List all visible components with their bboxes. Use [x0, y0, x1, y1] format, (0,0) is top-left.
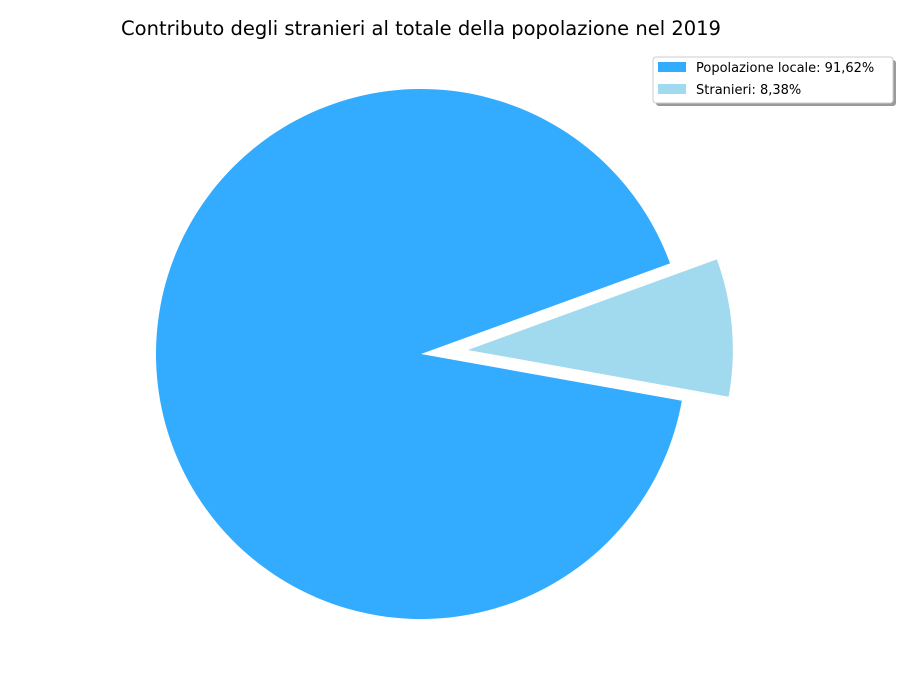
pie-slice-popolazione-locale: [156, 88, 682, 619]
pie-slices: [156, 88, 733, 619]
legend-swatch-popolazione-locale: [658, 62, 686, 72]
legend-label-stranieri: Stranieri: 8,38%: [696, 83, 801, 98]
legend: Popolazione locale: 91,62% Stranieri: 8,…: [652, 56, 896, 106]
legend-label-popolazione-locale: Popolazione locale: 91,62%: [696, 61, 874, 76]
pie-slice-stranieri: [467, 259, 733, 397]
legend-frame: [652, 56, 894, 104]
legend-swatch-stranieri: [658, 84, 686, 94]
chart-title: Contributo degli stranieri al totale del…: [121, 17, 721, 40]
